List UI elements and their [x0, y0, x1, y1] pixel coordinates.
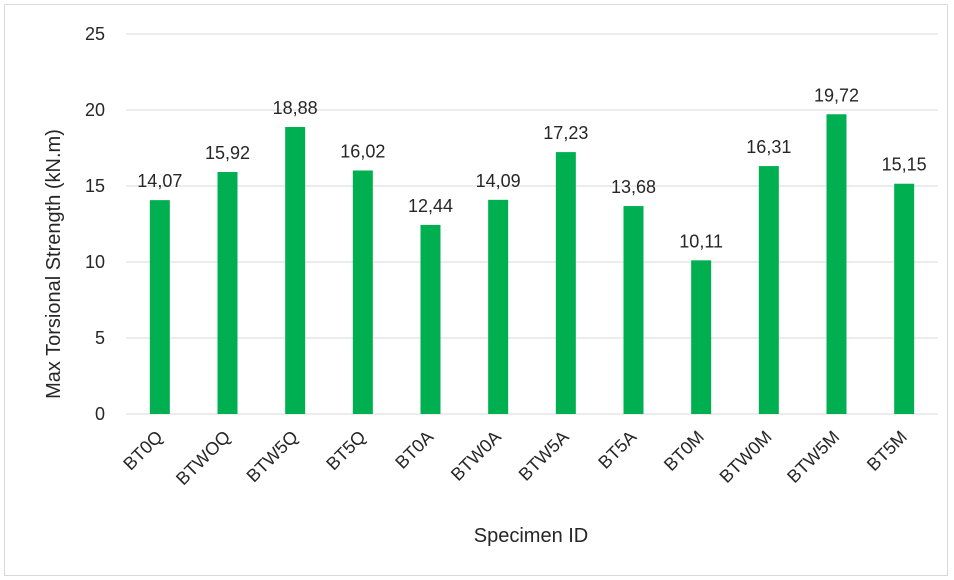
- y-tick-label: 15: [85, 176, 105, 196]
- bar: [488, 199, 509, 414]
- data-label: 12,44: [408, 196, 453, 216]
- gridlines: [126, 33, 938, 415]
- y-tick-label: 20: [85, 100, 105, 120]
- bar: [758, 166, 779, 414]
- x-tick-label: BTW0A: [447, 427, 505, 485]
- bar: [352, 170, 373, 414]
- data-label: 10,11: [679, 231, 723, 251]
- x-tick-label: BT0A: [391, 427, 437, 473]
- x-tick-label: BT5Q: [322, 427, 369, 474]
- data-label: 19,72: [814, 85, 859, 105]
- bar: [894, 183, 915, 414]
- y-tick-label: 25: [85, 24, 105, 44]
- data-label: 17,23: [543, 123, 588, 143]
- data-labels: 14,07 15,92 18,88 16,02 12,44 14,09 17,23 13,68…: [137, 85, 926, 251]
- bar: [555, 152, 576, 414]
- bar: [623, 206, 644, 414]
- bar: [285, 127, 306, 415]
- data-label: 14,07: [137, 171, 182, 191]
- bars: [149, 114, 915, 415]
- data-label: 13,68: [611, 177, 656, 197]
- bar: [149, 200, 170, 414]
- x-axis-title: Specimen ID: [474, 525, 589, 547]
- x-tick-label: BT5M: [863, 427, 911, 475]
- x-tick-label: BTW0M: [716, 427, 776, 487]
- bar: [420, 224, 441, 414]
- x-tick-label: BTW5A: [515, 427, 573, 485]
- data-label: 18,88: [273, 98, 318, 118]
- data-label: 14,09: [476, 171, 521, 191]
- data-label: 16,02: [340, 141, 385, 161]
- bar: [826, 114, 847, 415]
- x-tick-label: BT5A: [594, 427, 640, 473]
- y-tick-label: 10: [85, 252, 105, 272]
- y-tick-label: 0: [95, 404, 105, 424]
- bar: [691, 260, 712, 414]
- data-label: 16,31: [746, 137, 791, 157]
- data-label: 15,15: [882, 155, 927, 175]
- y-tick-label: 5: [95, 328, 105, 348]
- x-tick-label: BTWOQ: [172, 427, 234, 489]
- y-axis-title: Max Torsional Strength (kN.m): [43, 129, 65, 399]
- x-tick-label: BTW5M: [783, 427, 843, 487]
- x-tick-label: BTW5Q: [243, 427, 302, 486]
- x-tick-labels: BT0Q BTWOQ BTW5Q BT5Q BT0A BTW0A BTW5A BT5A BT0M…: [119, 427, 911, 489]
- bar: [217, 172, 238, 414]
- y-tick-labels: 0 5 10 15 20 25: [85, 24, 105, 424]
- x-tick-label: BT0M: [660, 427, 708, 475]
- data-label: 15,92: [205, 143, 250, 163]
- x-tick-label: BT0Q: [119, 427, 166, 474]
